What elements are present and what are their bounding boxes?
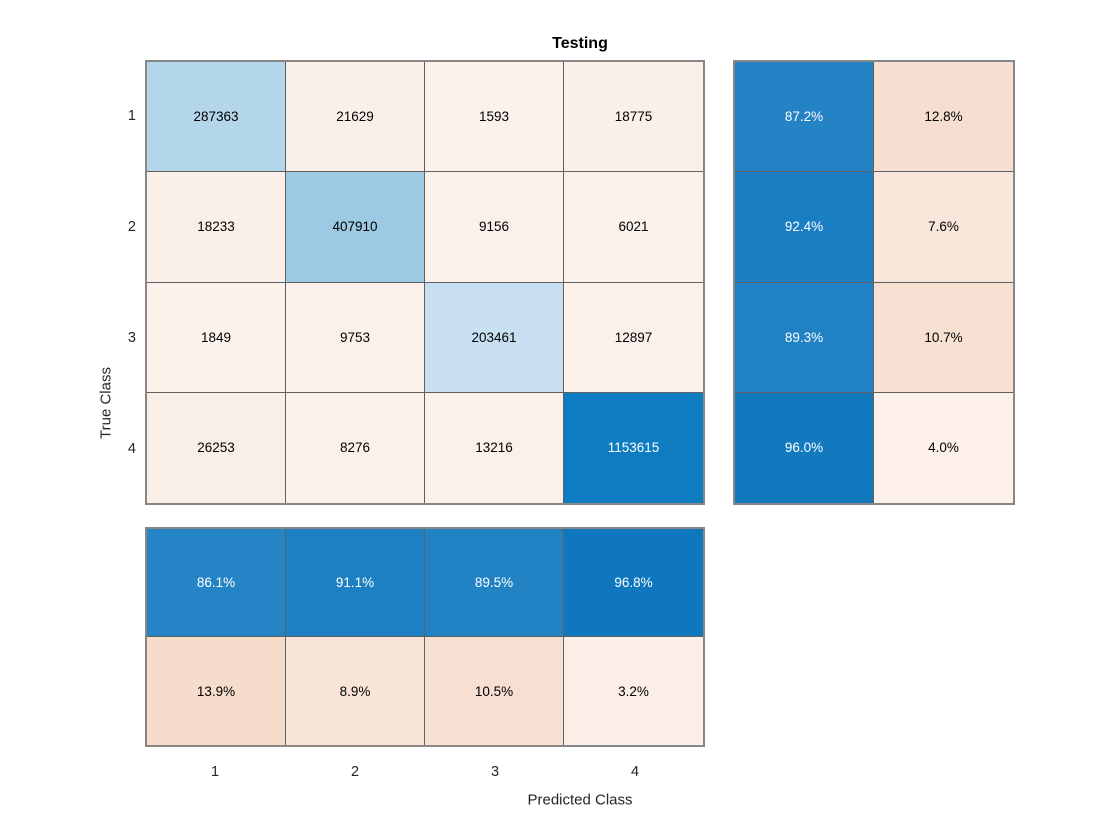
row-summary-cell: 10.7% (874, 282, 1013, 393)
matrix-cell: 8276 (286, 392, 425, 503)
y-tick-label: 2 (127, 219, 136, 235)
matrix-cell: 18233 (147, 172, 286, 283)
matrix-cell: 203461 (425, 282, 564, 393)
confusion-matrix-grid: 287363 21629 1593 18775 18233 407910 9156 6021 1… (145, 60, 705, 505)
matrix-cell: 9156 (425, 172, 564, 283)
row-summary-cell: 96.0% (735, 392, 874, 503)
row-summary-cell: 92.4% (735, 172, 874, 283)
row-summary-cell: 4.0% (874, 392, 1013, 503)
column-summary-grid: 86.1% 91.1% 89.5% 96.8% 13.9% 8.9% 10.5% 3.2% (145, 527, 705, 747)
matrix-cell: 1593 (425, 62, 564, 173)
col-summary-cell: 91.1% (286, 529, 425, 637)
matrix-cell: 1153615 (564, 392, 703, 503)
y-tick-label: 4 (127, 441, 136, 457)
row-summary-cell: 87.2% (735, 62, 874, 173)
col-summary-cell: 86.1% (147, 529, 286, 637)
col-summary-cell: 3.2% (564, 637, 703, 745)
x-axis-label: Predicted Class (527, 791, 633, 809)
col-summary-cell: 13.9% (147, 637, 286, 745)
y-axis-label: True Class (97, 367, 115, 439)
matrix-cell: 18775 (564, 62, 703, 173)
chart-title: Testing (552, 35, 608, 52)
col-summary-cell: 8.9% (286, 637, 425, 745)
x-tick-label: 2 (350, 764, 360, 780)
row-summary-cell: 89.3% (735, 282, 874, 393)
x-tick-label: 3 (490, 764, 500, 780)
matrix-cell: 13216 (425, 392, 564, 503)
y-tick-label: 3 (127, 330, 136, 346)
matrix-cell: 1849 (147, 282, 286, 393)
col-summary-cell: 10.5% (425, 637, 564, 745)
col-summary-cell: 96.8% (564, 529, 703, 637)
matrix-cell: 287363 (147, 62, 286, 173)
matrix-cell: 26253 (147, 392, 286, 503)
matrix-cell: 6021 (564, 172, 703, 283)
x-tick-label: 4 (630, 764, 640, 780)
row-summary-grid: 87.2% 12.8% 92.4% 7.6% 89.3% 10.7% 96.0% 4.0% (733, 60, 1015, 505)
row-summary-cell: 7.6% (874, 172, 1013, 283)
y-tick-label: 1 (127, 108, 136, 124)
matrix-cell: 12897 (564, 282, 703, 393)
row-summary-cell: 12.8% (874, 62, 1013, 173)
col-summary-cell: 89.5% (425, 529, 564, 637)
matrix-cell: 9753 (286, 282, 425, 393)
matrix-cell: 21629 (286, 62, 425, 173)
matrix-cell: 407910 (286, 172, 425, 283)
x-tick-label: 1 (210, 764, 220, 780)
